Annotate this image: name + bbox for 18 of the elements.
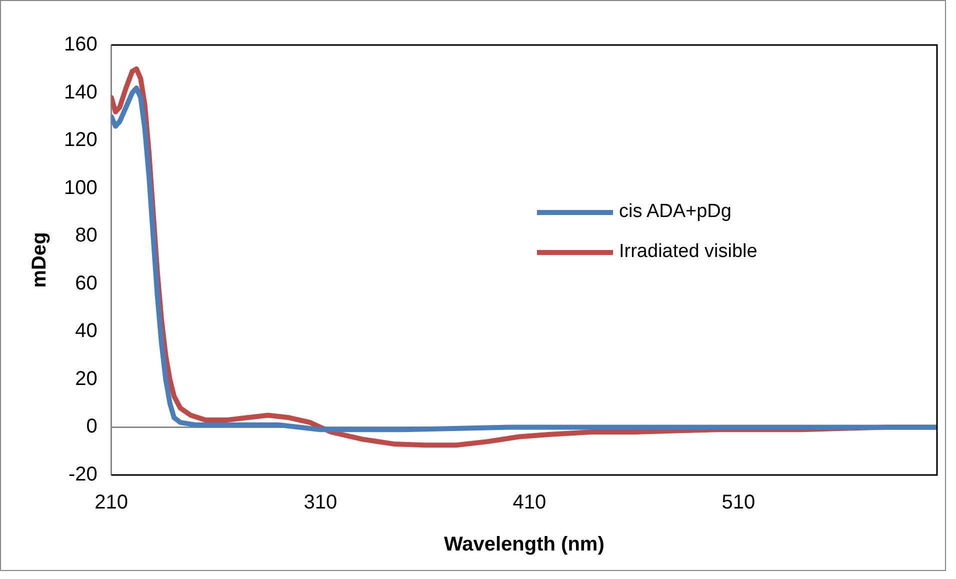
legend-label: Irradiated visible <box>619 241 758 263</box>
y-axis-title: mDeg <box>28 232 51 288</box>
x-axis-title: Wavelength (nm) <box>444 534 604 556</box>
x-tick-label: 510 <box>722 492 756 514</box>
y-tick-label: 20 <box>75 368 98 390</box>
y-tick-label: 80 <box>75 224 98 247</box>
legend-label: cis ADA+pDg <box>619 201 732 223</box>
x-tick-label: 310 <box>304 492 338 514</box>
y-tick-label: 120 <box>64 129 98 152</box>
y-tick-label: 140 <box>64 81 98 104</box>
y-tick-label: -20 <box>68 464 98 486</box>
y-tick-label: 40 <box>75 320 98 342</box>
y-tick-label: 0 <box>86 416 98 438</box>
y-tick-label: 100 <box>64 176 98 199</box>
x-tick-label: 210 <box>94 492 128 514</box>
x-tick-label: 410 <box>512 492 546 514</box>
y-tick-label: 60 <box>75 272 98 294</box>
y-tick-label: 160 <box>64 34 98 56</box>
